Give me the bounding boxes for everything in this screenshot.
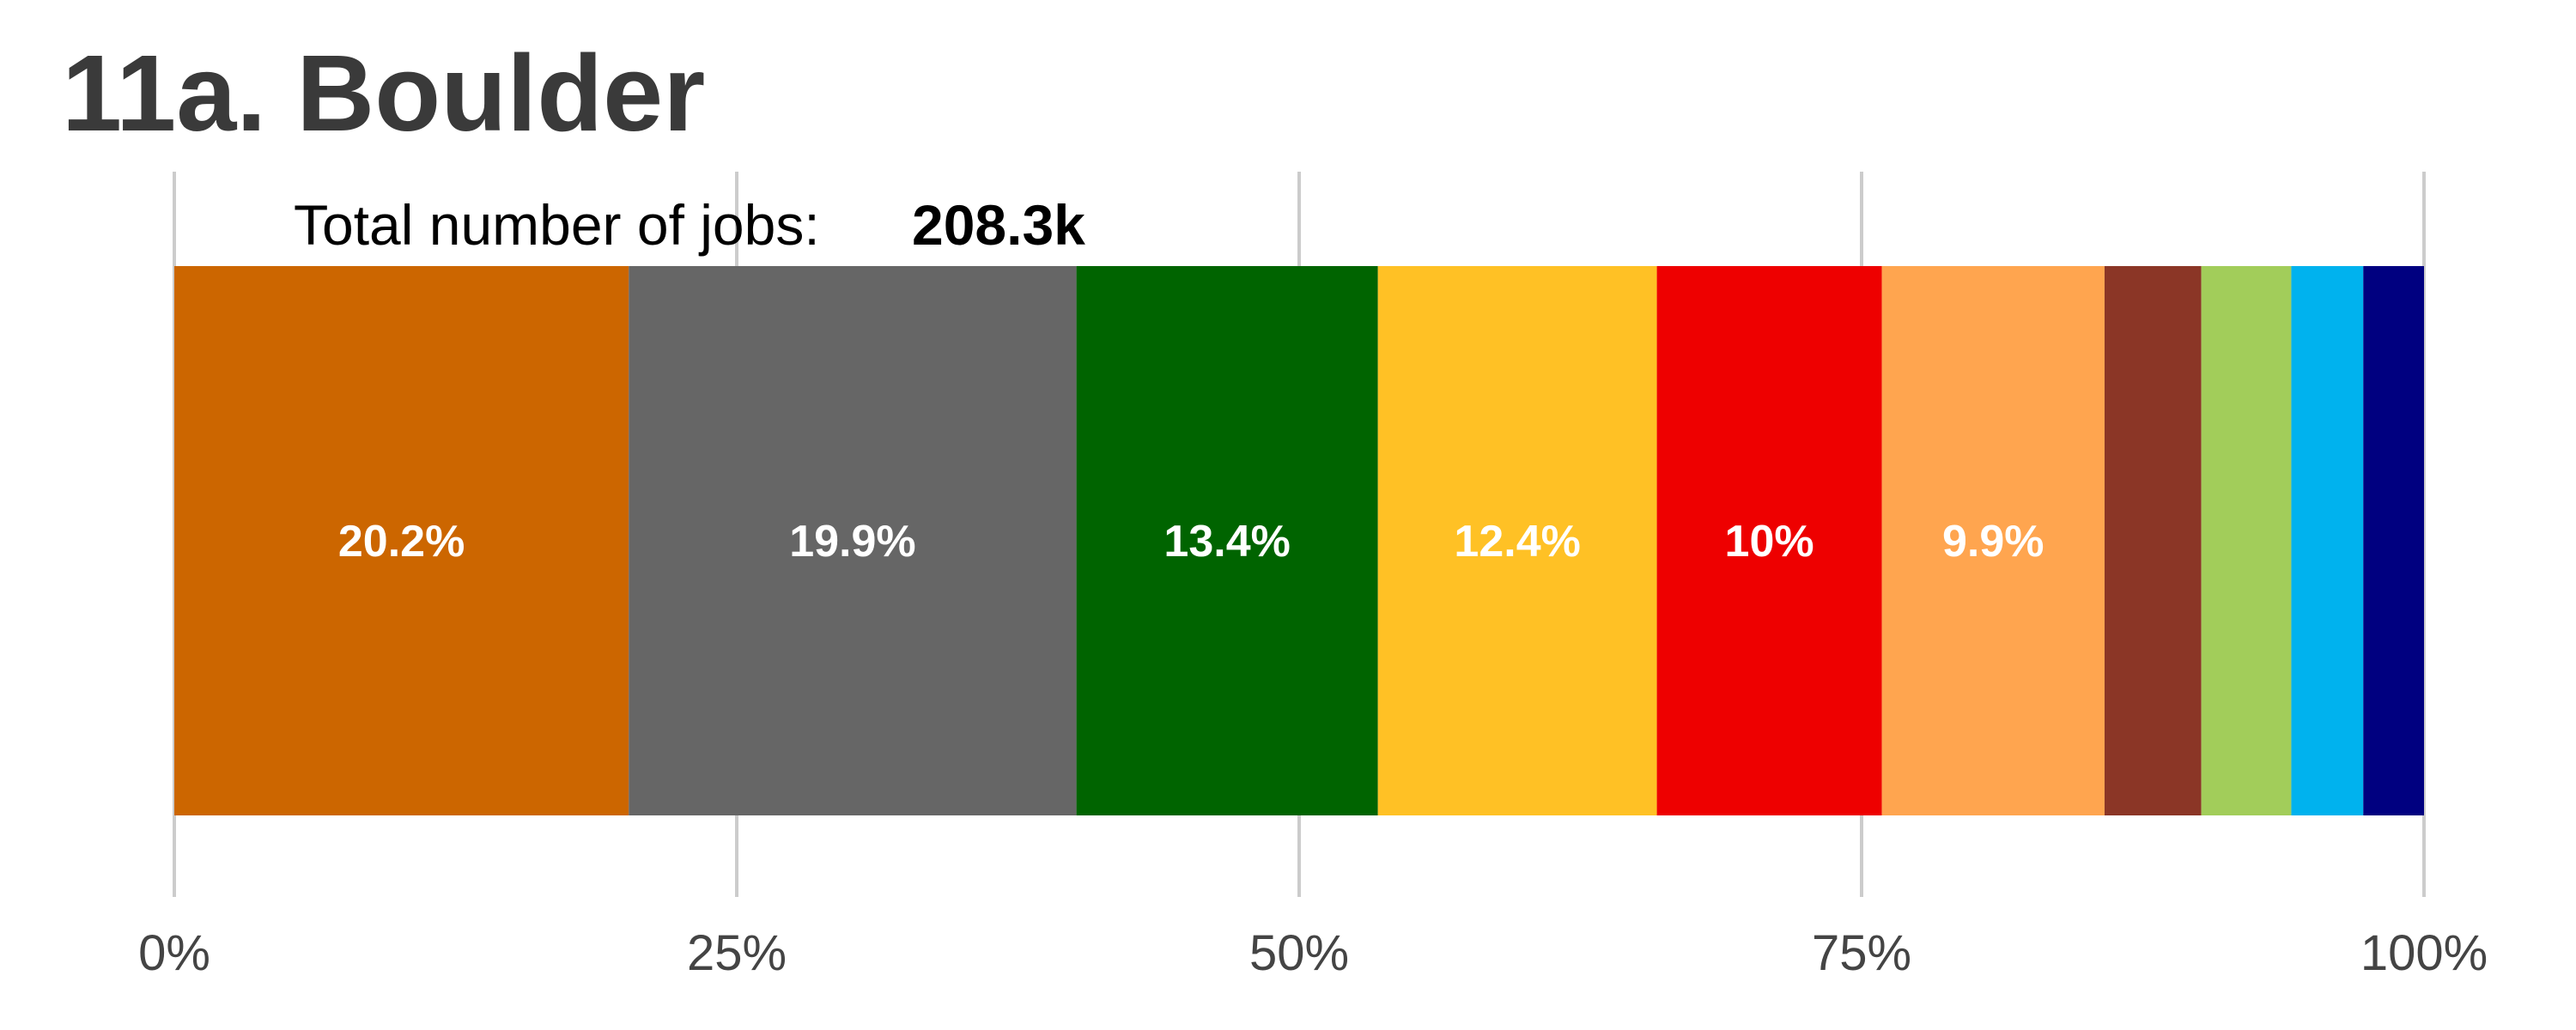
segment-label-2: 19.9% [789, 517, 915, 566]
x-tick-label-75: 75% [1812, 925, 1911, 981]
total-jobs-value: 208.3k [912, 193, 1085, 257]
x-tick-label-0: 0% [138, 925, 210, 981]
segment-label-3: 13.4% [1163, 517, 1290, 566]
bar-segment-9 [2291, 266, 2364, 815]
x-tick-label-50: 50% [1249, 925, 1349, 981]
bar-segment-6 [1881, 266, 2105, 815]
bar-segment-7 [2104, 266, 2202, 815]
segment-labels: 20.2% 19.9% 13.4% 12.4% 10% 9.9% [338, 517, 2044, 566]
bar-segment-10 [2363, 266, 2424, 815]
segment-label-6: 9.9% [1942, 517, 2044, 566]
bar-segment-8 [2201, 266, 2292, 815]
x-axis-ticks: 0% 25% 50% 75% 100% [138, 925, 2488, 981]
bar-segment-4 [1377, 266, 1657, 815]
x-tick-label-25: 25% [687, 925, 787, 981]
bar-segment-5 [1656, 266, 1882, 815]
chart-title: 11a. Boulder [62, 33, 705, 154]
total-jobs-label: Total number of jobs: [294, 193, 820, 257]
segment-label-4: 12.4% [1454, 517, 1580, 566]
segment-label-5: 10% [1725, 517, 1814, 566]
bar-segment-2 [629, 266, 1077, 815]
bar-segment-1 [174, 266, 629, 815]
bar-segment-3 [1076, 266, 1378, 815]
segment-label-1: 20.2% [338, 517, 465, 566]
x-tick-label-100: 100% [2360, 925, 2488, 981]
stacked-bar [174, 266, 2424, 815]
